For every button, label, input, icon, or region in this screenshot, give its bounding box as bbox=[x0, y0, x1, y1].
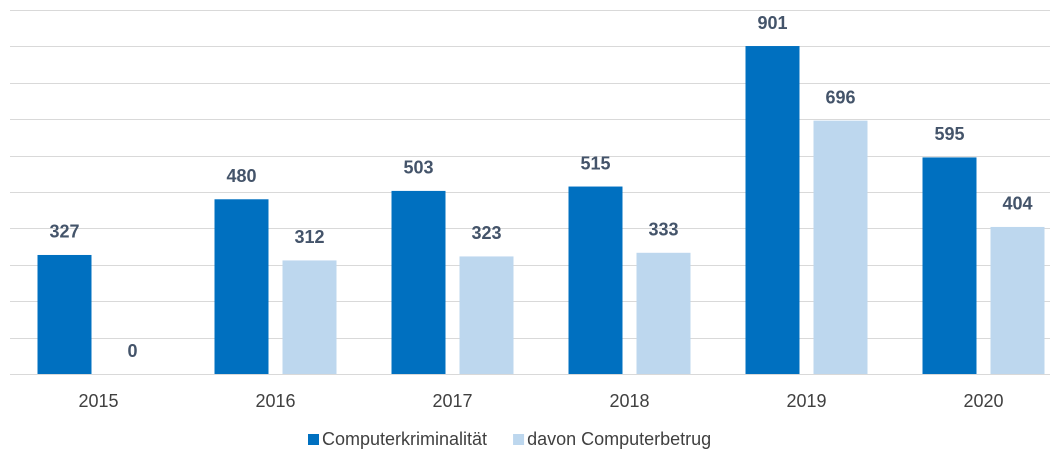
bar bbox=[813, 120, 868, 374]
x-tick-label: 2015 bbox=[78, 391, 118, 411]
bar bbox=[214, 199, 269, 374]
value-label: 901 bbox=[757, 13, 787, 33]
x-tick-label: 2020 bbox=[963, 391, 1003, 411]
value-label: 327 bbox=[49, 222, 79, 242]
value-label: 696 bbox=[825, 87, 855, 107]
bar bbox=[990, 226, 1045, 374]
value-label: 0 bbox=[127, 341, 137, 361]
value-label: 480 bbox=[226, 166, 256, 186]
x-tick-label: 2019 bbox=[786, 391, 826, 411]
bar bbox=[37, 254, 92, 374]
value-label: 404 bbox=[1002, 194, 1032, 214]
value-label: 515 bbox=[580, 153, 610, 173]
bar bbox=[391, 190, 446, 374]
value-label: 323 bbox=[471, 223, 501, 243]
bar bbox=[636, 252, 691, 374]
bar bbox=[922, 157, 977, 374]
value-label: 333 bbox=[648, 220, 678, 240]
bar bbox=[459, 256, 514, 374]
bar bbox=[282, 260, 337, 374]
legend-label: Computerkriminalität bbox=[322, 429, 487, 449]
x-tick-label: 2016 bbox=[255, 391, 295, 411]
bar bbox=[568, 186, 623, 374]
value-label: 595 bbox=[934, 124, 964, 144]
value-label: 312 bbox=[294, 227, 324, 247]
legend-swatch bbox=[513, 434, 525, 445]
x-tick-label: 2017 bbox=[432, 391, 472, 411]
x-tick-label: 2018 bbox=[609, 391, 649, 411]
bar bbox=[745, 46, 800, 374]
legend-swatch bbox=[308, 434, 319, 445]
value-label: 503 bbox=[403, 158, 433, 178]
legend-label: davon Computerbetrug bbox=[527, 429, 711, 449]
